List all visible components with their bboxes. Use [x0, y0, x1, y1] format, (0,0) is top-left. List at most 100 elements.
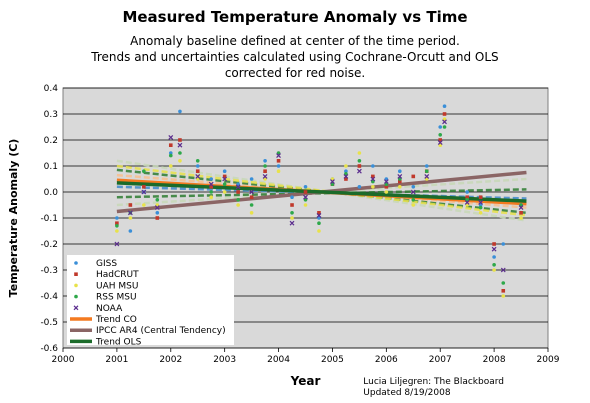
data-point	[290, 195, 294, 199]
data-point	[442, 112, 447, 116]
data-point-stroke	[356, 168, 362, 174]
data-point	[177, 142, 183, 148]
data-point	[492, 255, 496, 259]
legend-label: NOAA	[96, 304, 123, 314]
y-tick-label: 0.2	[44, 136, 58, 146]
data-point	[411, 185, 416, 189]
data-point	[437, 140, 443, 146]
y-tick-label: -0.6	[40, 344, 58, 354]
data-point	[127, 210, 133, 216]
data-point	[464, 199, 470, 205]
data-point	[141, 189, 147, 195]
data-point	[178, 159, 182, 163]
legend-marker	[74, 294, 78, 299]
data-point	[276, 164, 281, 168]
x-tick-label: 2008	[483, 355, 506, 365]
series-noaa	[114, 119, 524, 273]
data-point	[491, 246, 497, 252]
data-point-stroke	[383, 179, 389, 185]
data-point	[501, 281, 506, 285]
legend-label: HadCRUT	[96, 270, 139, 280]
legend-marker	[73, 305, 79, 311]
y-axis-label: Temperature Anomaly (C)	[7, 139, 20, 298]
data-point	[316, 212, 322, 218]
data-point-stroke	[235, 184, 241, 190]
data-point	[209, 190, 213, 194]
data-point	[276, 153, 281, 159]
y-tick-label: -0.3	[40, 266, 58, 276]
data-point	[398, 185, 402, 189]
y-tick-label: -0.5	[40, 318, 58, 328]
data-point	[518, 205, 524, 211]
legend-marker	[74, 283, 78, 288]
uncertainty-line	[116, 168, 527, 215]
subtitle-line-3: corrected for red noise.	[224, 66, 366, 80]
x-tick-label: 2007	[429, 355, 452, 365]
data-point-stroke	[491, 246, 497, 252]
data-point	[330, 179, 335, 185]
data-point	[317, 229, 321, 233]
uncertainty-line	[116, 159, 527, 222]
data-point	[168, 143, 173, 147]
data-point	[465, 190, 469, 194]
data-point	[303, 190, 308, 194]
data-point	[384, 190, 389, 194]
data-point-stroke	[114, 241, 120, 247]
data-point	[178, 109, 182, 114]
data-point	[398, 179, 402, 184]
x-tick-label: 2004	[267, 355, 290, 365]
data-point	[442, 104, 447, 108]
data-point-stroke	[424, 173, 430, 179]
data-point-stroke	[330, 179, 335, 185]
data-point	[128, 203, 133, 207]
data-point-stroke	[500, 267, 506, 273]
data-point	[263, 169, 267, 173]
credit-updated: Updated 8/19/2008	[363, 388, 451, 398]
legend-label: IPCC AR4 (Central Tendency)	[96, 326, 226, 336]
data-point-stroke	[141, 189, 147, 195]
y-tick-label: 0.3	[44, 110, 58, 120]
data-point	[371, 174, 375, 179]
data-point	[398, 169, 402, 173]
data-point	[492, 242, 496, 246]
data-point	[519, 216, 523, 220]
data-point	[478, 195, 483, 199]
data-point-stroke	[518, 205, 524, 211]
uncertainty-line	[116, 185, 527, 200]
data-point-stroke	[168, 134, 174, 140]
y-tick-label: -0.2	[40, 240, 58, 250]
data-point	[142, 203, 146, 207]
data-point	[303, 185, 308, 189]
data-point	[222, 174, 227, 179]
data-point-stroke	[276, 153, 281, 159]
data-point	[222, 169, 227, 173]
data-point	[303, 194, 308, 200]
data-point	[178, 151, 182, 155]
data-point	[236, 198, 240, 202]
series-uah-msu	[115, 117, 523, 298]
data-point	[209, 177, 213, 181]
legend-item: GISS	[74, 259, 117, 269]
legend-box	[67, 255, 234, 345]
chart-subtitle: Anomaly baseline defined at center of th…	[0, 33, 590, 81]
uncertainty-line	[116, 164, 527, 217]
data-point	[501, 289, 506, 293]
data-point	[262, 173, 268, 179]
data-point	[438, 133, 443, 137]
data-point	[424, 164, 429, 168]
data-point	[317, 211, 321, 215]
data-point	[249, 211, 254, 215]
data-point	[465, 195, 469, 199]
legend-label: GISS	[96, 259, 117, 269]
data-point	[442, 125, 447, 129]
data-point-stroke	[478, 199, 484, 205]
data-point	[236, 203, 240, 207]
data-point	[115, 221, 119, 225]
legend-item: RSS MSU	[74, 293, 137, 303]
data-point-stroke	[195, 173, 201, 179]
data-point	[178, 138, 182, 142]
legend-item: Trend CO	[70, 315, 137, 325]
data-point	[411, 203, 416, 207]
